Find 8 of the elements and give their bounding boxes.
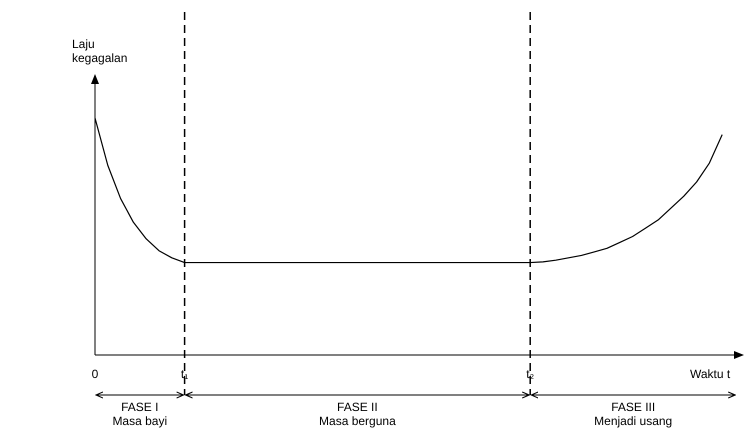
y-axis-title: Laju kegagalan: [72, 37, 128, 65]
x-tick-label: 0: [92, 367, 99, 381]
text: FASE II Masa berguna: [319, 400, 396, 428]
x-axis-title: Waktu t: [690, 367, 731, 381]
x-tick-label: t₁: [180, 367, 188, 381]
text: FASE III Menjadi usang: [594, 400, 672, 428]
text: FASE I Masa bayi: [112, 400, 168, 428]
x-tick-label: t₂: [526, 367, 535, 381]
